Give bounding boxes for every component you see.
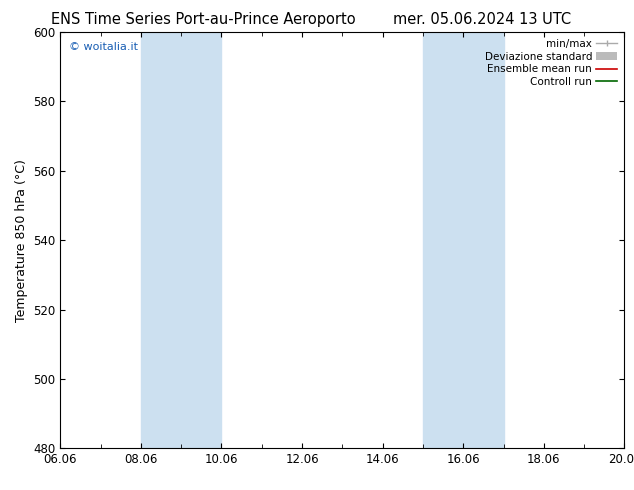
Bar: [141, 32, 221, 448]
Bar: [423, 32, 503, 448]
Legend: min/max, Deviazione standard, Ensemble mean run, Controll run: min/max, Deviazione standard, Ensemble m…: [482, 37, 619, 89]
Text: mer. 05.06.2024 13 UTC: mer. 05.06.2024 13 UTC: [393, 12, 571, 27]
Text: © woitalia.it: © woitalia.it: [68, 42, 138, 52]
Text: ENS Time Series Port-au-Prince Aeroporto: ENS Time Series Port-au-Prince Aeroporto: [51, 12, 355, 27]
Y-axis label: Temperature 850 hPa (°C): Temperature 850 hPa (°C): [15, 159, 27, 321]
